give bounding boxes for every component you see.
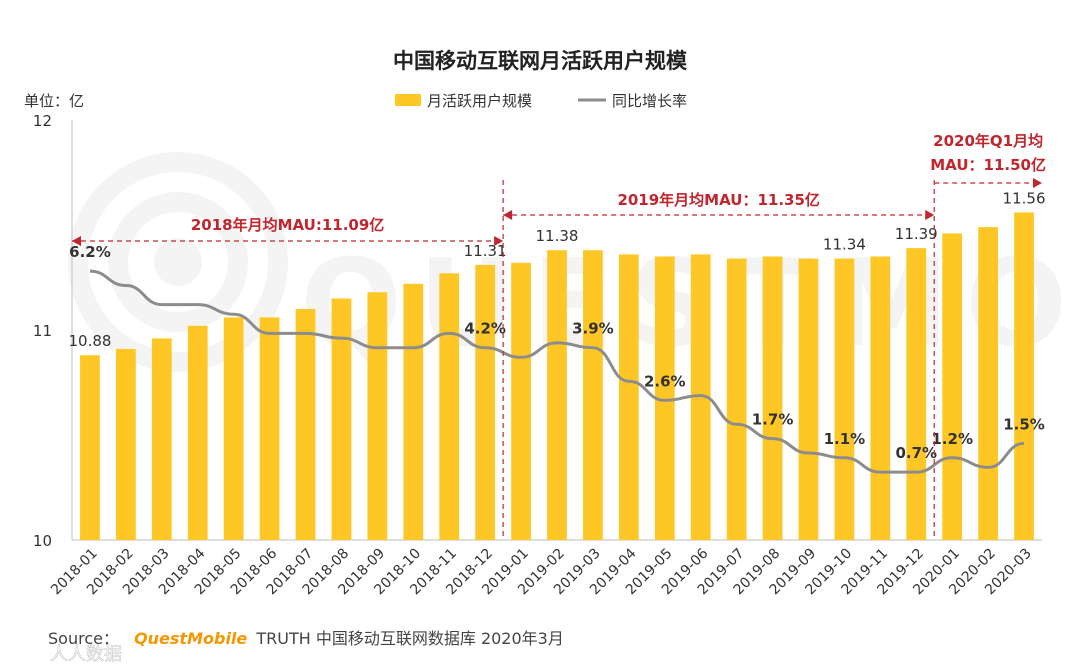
growth-line-series: 6.2% 4.2% 3.9% 2.6% 1.7% 1.1% 0.7%1.2% 1.5% bbox=[69, 243, 1045, 474]
source-suffix: TRUTH 中国移动互联网数据库 2020年3月 bbox=[255, 629, 563, 648]
source-prefix: Source： bbox=[48, 629, 119, 648]
annotation-arrow-left bbox=[503, 210, 513, 220]
bar bbox=[762, 256, 783, 540]
line-value-label: 4.2% bbox=[464, 320, 506, 338]
bar bbox=[690, 254, 711, 540]
y-tick-label: 12 bbox=[33, 112, 52, 130]
bar bbox=[439, 273, 460, 540]
bar bbox=[942, 233, 963, 540]
line-value-label: 6.2% bbox=[69, 243, 111, 261]
line-value-label: 3.9% bbox=[572, 320, 614, 338]
annotation-arrow-right bbox=[925, 210, 935, 220]
bar bbox=[511, 262, 531, 540]
bar bbox=[726, 258, 747, 540]
bar-value-label: 11.34 bbox=[823, 236, 866, 254]
bar bbox=[870, 256, 891, 540]
bar bbox=[187, 325, 208, 540]
growth-line bbox=[89, 269, 1025, 474]
legend-line-label: 同比增长率 bbox=[612, 92, 687, 110]
bar bbox=[80, 355, 100, 540]
line-value-label: 1.2% bbox=[931, 430, 973, 448]
bar-value-label: 10.88 bbox=[68, 332, 111, 350]
bar bbox=[798, 258, 819, 540]
bar-value-label: 11.31 bbox=[464, 242, 507, 260]
annotations: 2018年月均MAU:11.09亿 2019年月均MAU：11.35亿 2020年Q… bbox=[72, 132, 1046, 540]
bar bbox=[834, 258, 855, 540]
annotation-arrow-right bbox=[494, 236, 504, 246]
bar bbox=[223, 317, 244, 540]
bar bbox=[367, 292, 388, 540]
bar bbox=[906, 248, 927, 540]
annotation-arrow-right bbox=[1033, 178, 1042, 188]
legend: 月活跃用户规模 同比增长率 bbox=[395, 92, 687, 110]
corner-watermark: 人人数据 bbox=[50, 644, 122, 665]
legend-bar-label: 月活跃用户规模 bbox=[427, 92, 532, 110]
legend-bar-swatch bbox=[395, 94, 421, 106]
bar bbox=[654, 256, 675, 540]
unit-label: 单位：亿 bbox=[24, 92, 84, 110]
bar-series: 10.88 11.31 11.38 11.34 11.39 11.56 bbox=[68, 189, 1046, 540]
bar bbox=[259, 317, 280, 540]
y-tick-label: 11 bbox=[33, 322, 52, 340]
bar bbox=[295, 309, 316, 540]
bar bbox=[978, 227, 998, 540]
bar bbox=[475, 264, 496, 540]
bar bbox=[583, 250, 603, 540]
line-value-label: 1.5% bbox=[1003, 415, 1045, 433]
bar bbox=[618, 254, 639, 540]
bar-value-label: 11.56 bbox=[1003, 189, 1046, 207]
line-value-label: 2.6% bbox=[644, 372, 686, 390]
source-brand: QuestMobile bbox=[134, 629, 247, 648]
bar bbox=[331, 298, 352, 540]
bar bbox=[116, 348, 136, 540]
bar bbox=[547, 250, 567, 540]
bar bbox=[1014, 212, 1034, 540]
bar bbox=[151, 338, 172, 540]
annotation-arrow-left bbox=[72, 236, 81, 246]
chart-title: 中国移动互联网月活跃用户规模 bbox=[393, 49, 688, 73]
line-value-label: 1.1% bbox=[824, 430, 866, 448]
line-value-label: 0.7% bbox=[895, 444, 937, 462]
source-line: Source： QuestMobile TRUTH 中国移动互联网数据库 202… bbox=[48, 629, 564, 648]
y-tick-label: 10 bbox=[33, 532, 52, 550]
bar bbox=[403, 283, 424, 540]
annotation-label: 2019年月均MAU：11.35亿 bbox=[617, 191, 819, 209]
annotation-label: 2020年Q1月均 bbox=[933, 132, 1043, 150]
bar-value-label: 11.39 bbox=[895, 225, 938, 243]
bar-value-label: 11.38 bbox=[536, 227, 579, 245]
annotation-label: MAU：11.50亿 bbox=[930, 156, 1046, 174]
line-value-label: 1.7% bbox=[752, 411, 794, 429]
annotation-label: 2018年月均MAU:11.09亿 bbox=[191, 216, 384, 234]
